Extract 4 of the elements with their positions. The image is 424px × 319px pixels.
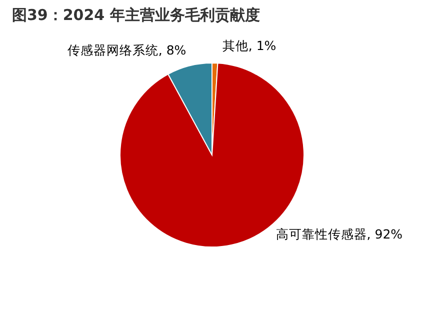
chart-title: 图39：2024 年主营业务毛利贡献度 — [11, 5, 261, 25]
slice-label: 高可靠性传感器, 92% — [276, 226, 403, 242]
slice-label: 其他, 1% — [222, 38, 276, 54]
slice-label: 传感器网络系统, 8% — [67, 42, 186, 58]
